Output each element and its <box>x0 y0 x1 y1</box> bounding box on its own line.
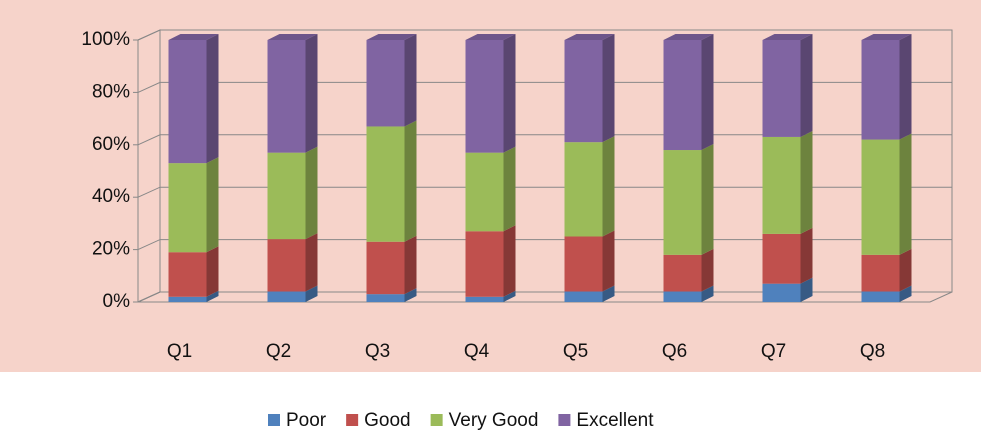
x-tick-label: Q7 <box>761 341 786 362</box>
bar-segment <box>861 40 900 140</box>
bar-segment <box>168 40 207 164</box>
bar-side <box>899 133 912 255</box>
bar-segment <box>465 40 504 153</box>
bar-segment <box>168 163 207 253</box>
bar-segment <box>564 236 603 292</box>
bar-side <box>305 233 318 292</box>
x-tick-label: Q5 <box>563 341 588 362</box>
legend-label: Excellent <box>576 410 654 431</box>
bar-segment <box>564 142 603 237</box>
bar-side <box>701 285 714 302</box>
bar-side <box>701 248 714 292</box>
legend-swatch <box>430 414 443 426</box>
bar-side <box>404 288 417 302</box>
bar-side <box>503 290 516 302</box>
grid-line <box>137 29 952 41</box>
legend-label: Good <box>364 410 410 431</box>
x-tick-label: Q6 <box>662 341 687 362</box>
y-tick-label: 0% <box>103 291 131 312</box>
bar-top <box>267 34 318 40</box>
bar-side <box>899 34 912 140</box>
x-tick-label: Q8 <box>860 341 885 362</box>
bar-side <box>602 285 615 302</box>
bar-side <box>701 34 714 151</box>
bar-segment <box>564 291 603 302</box>
legend-label: Very Good <box>449 410 539 431</box>
bar-side <box>305 34 318 153</box>
bar-segment <box>168 296 207 302</box>
y-tick-label: 80% <box>92 81 130 102</box>
y-tick-label: 60% <box>92 134 130 155</box>
bar-side <box>206 34 219 164</box>
bar-side <box>404 120 417 242</box>
bar-side <box>305 146 318 240</box>
x-tick-label: Q3 <box>365 341 390 362</box>
bar-segment <box>465 296 504 302</box>
bar-segment <box>366 40 405 127</box>
bar-segment <box>663 150 702 255</box>
bar-top <box>762 34 813 40</box>
bar-segment <box>465 152 504 232</box>
bar-side <box>206 157 219 253</box>
bar-segment <box>267 40 306 153</box>
bar-segment <box>762 283 801 302</box>
bar-side <box>899 285 912 302</box>
bar-segment <box>366 126 405 242</box>
y-tick-label: 100% <box>81 29 130 50</box>
bar-segment <box>762 136 801 234</box>
bar-segment <box>267 239 306 292</box>
bar-side <box>602 136 615 237</box>
bar-segment <box>465 231 504 297</box>
bar-side <box>800 130 813 234</box>
bar-segment <box>267 291 306 302</box>
bar-side <box>404 34 417 127</box>
bar-segment <box>168 252 207 297</box>
legend-swatch <box>268 414 280 426</box>
legend-label: Poor <box>286 410 327 431</box>
bar-segment <box>861 139 900 255</box>
legend-swatch <box>558 414 571 426</box>
bar-segment <box>663 40 702 151</box>
bar-segment <box>663 254 702 292</box>
bar-side <box>800 227 813 284</box>
bar-side <box>206 246 219 297</box>
bar-segment <box>762 233 801 284</box>
bar-top <box>465 34 516 40</box>
bar-top <box>168 34 219 40</box>
bar-top <box>564 34 615 40</box>
bar-side <box>305 285 318 302</box>
bar-segment <box>663 291 702 302</box>
bar-segment <box>861 291 900 302</box>
legend-swatch <box>346 414 359 426</box>
bar-side <box>701 144 714 255</box>
bar-side <box>899 248 912 292</box>
bar-segment <box>267 152 306 240</box>
bar-side <box>800 277 813 302</box>
bar-top <box>366 34 417 40</box>
x-tick-label: Q4 <box>464 341 490 362</box>
x-tick-label: Q1 <box>167 341 192 362</box>
bar-side <box>800 34 813 137</box>
bar-side <box>503 146 516 232</box>
bar-side <box>404 235 417 295</box>
bar-top <box>861 34 912 40</box>
bar-side <box>503 34 516 153</box>
bar-side <box>602 230 615 292</box>
y-tick-label: 40% <box>92 186 130 207</box>
bar-segment <box>366 241 405 295</box>
bar-side <box>602 34 615 143</box>
bar-segment <box>861 254 900 292</box>
bar-segment <box>564 40 603 143</box>
bar-side <box>206 290 219 302</box>
x-tick-label: Q2 <box>266 341 291 362</box>
bar-top <box>663 34 714 40</box>
y-tick-label: 20% <box>92 239 130 260</box>
bar-side <box>503 225 516 297</box>
bar-segment <box>762 40 801 137</box>
bar-segment <box>366 294 405 302</box>
